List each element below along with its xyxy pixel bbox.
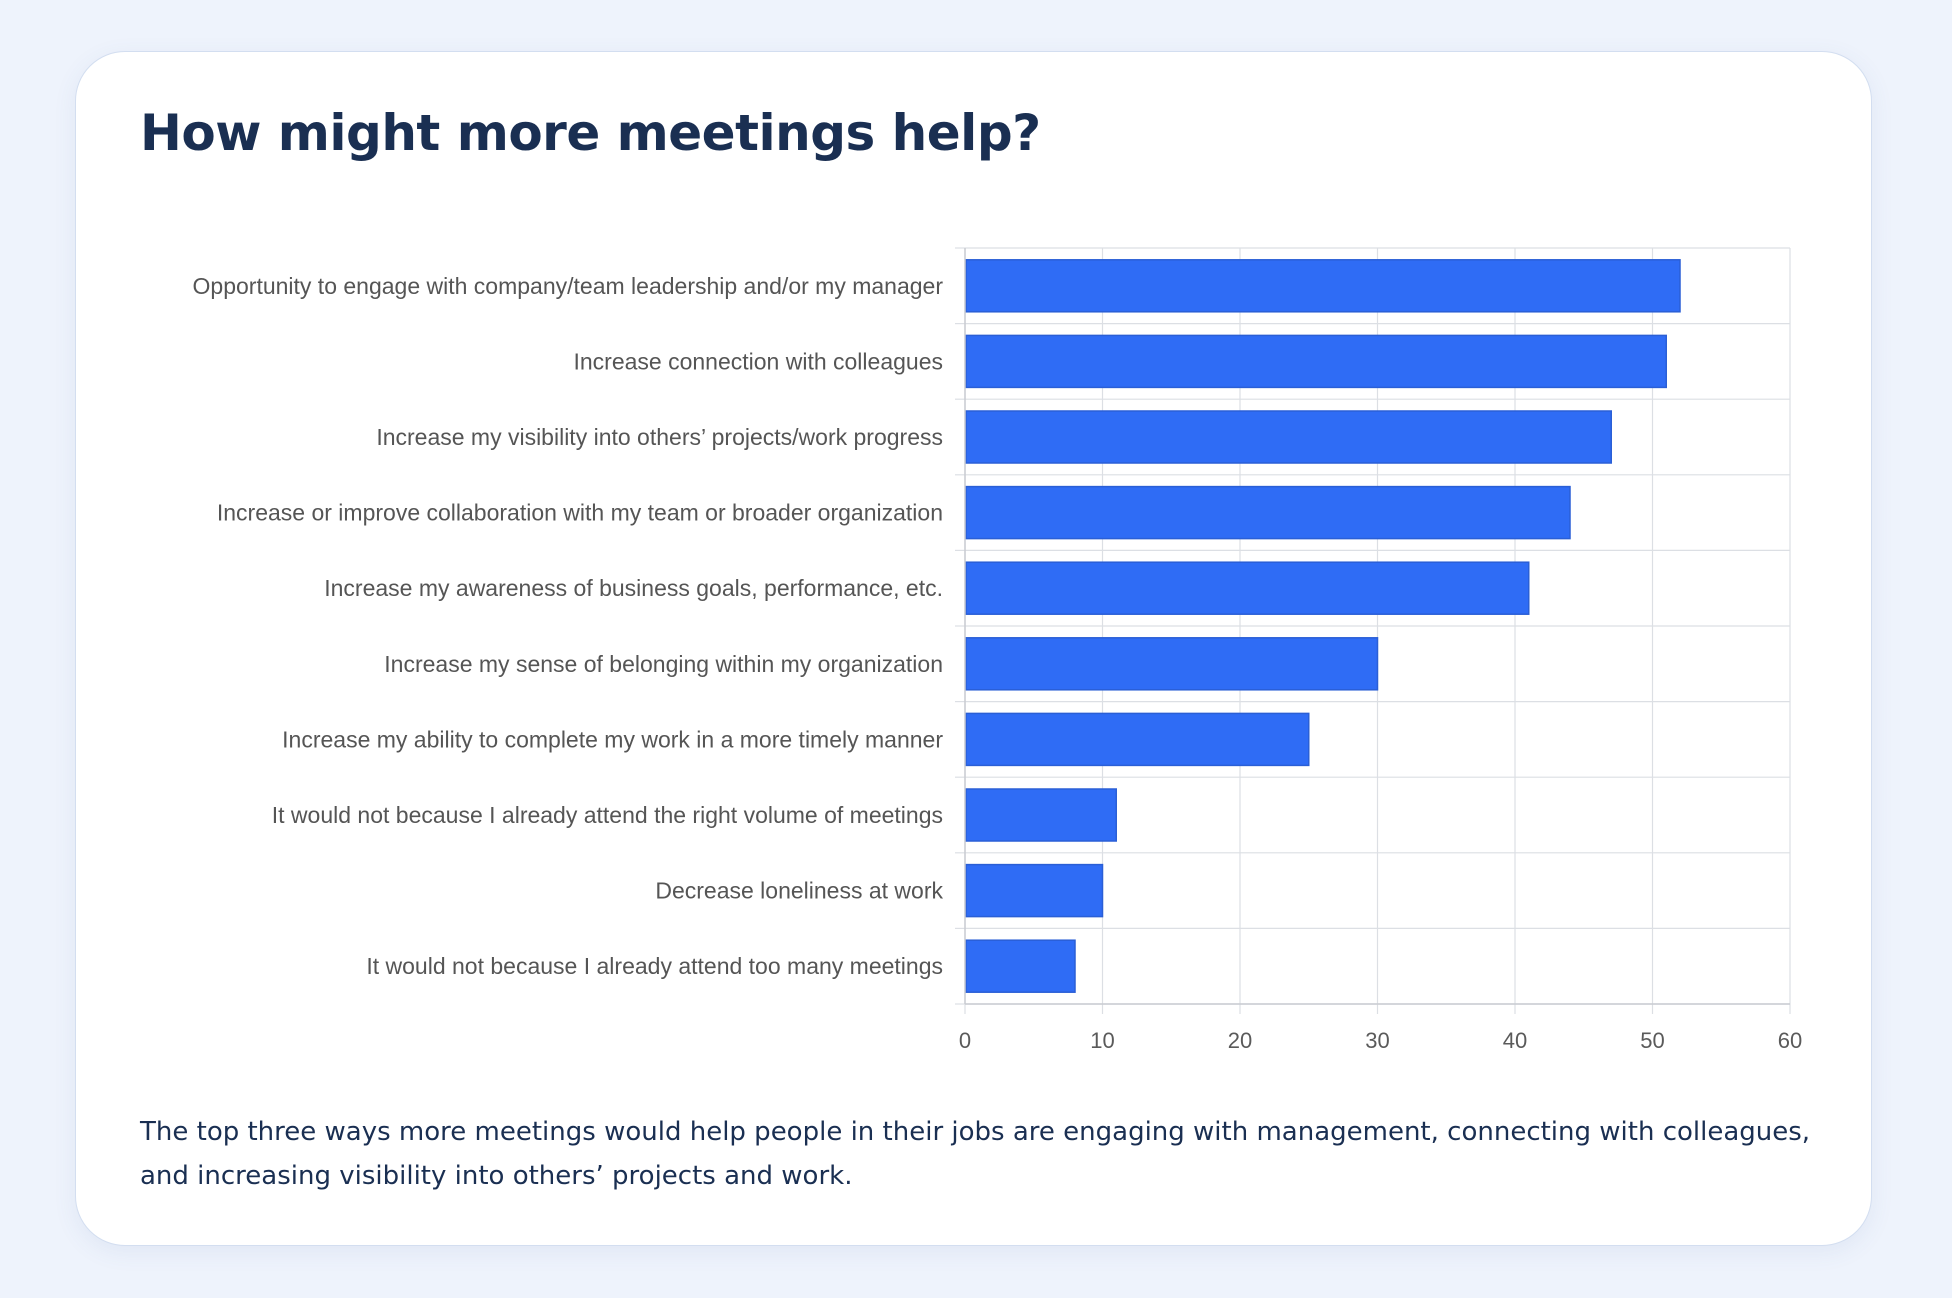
category-label: Opportunity to engage with company/team … xyxy=(193,273,944,299)
x-tick-label: 40 xyxy=(1503,1028,1527,1053)
x-tick-label: 20 xyxy=(1228,1028,1252,1053)
chart-caption: The top three ways more meetings would h… xyxy=(140,1117,1811,1191)
bar xyxy=(965,561,1530,615)
category-label: It would not because I already attend th… xyxy=(272,802,943,828)
x-tick-label: 10 xyxy=(1090,1028,1114,1053)
bar-chart: Opportunity to engage with company/team … xyxy=(193,247,1802,1053)
category-label: Increase connection with colleagues xyxy=(573,348,943,374)
category-label: Increase my awareness of business goals,… xyxy=(324,575,943,601)
chart-bars xyxy=(965,259,1681,993)
category-label: Decrease loneliness at work xyxy=(655,878,943,904)
x-tick-label: 30 xyxy=(1365,1028,1389,1053)
bar xyxy=(965,863,1104,918)
category-label: Increase my ability to complete my work … xyxy=(282,726,943,752)
chart-card: How might more meetings help? Opportunit… xyxy=(75,51,1872,1246)
category-label: Increase my visibility into others’ proj… xyxy=(376,424,943,450)
bar xyxy=(965,410,1612,464)
chart-category-labels: Opportunity to engage with company/team … xyxy=(193,273,944,979)
x-tick-label: 50 xyxy=(1640,1028,1664,1053)
bar xyxy=(965,485,1571,540)
bar xyxy=(965,334,1667,389)
bar xyxy=(965,637,1379,691)
chart-axes xyxy=(955,247,1791,1014)
bar xyxy=(965,712,1310,767)
bar xyxy=(965,788,1117,842)
category-label: Increase or improve collaboration with m… xyxy=(217,500,943,526)
x-tick-label: 0 xyxy=(959,1028,971,1053)
page-title: How might more meetings help? xyxy=(140,104,1041,162)
category-label: It would not because I already attend to… xyxy=(366,953,943,979)
bar xyxy=(965,939,1076,993)
category-label: Increase my sense of belonging within my… xyxy=(384,651,943,677)
chart-tick-labels: 0 10 20 30 40 50 60 xyxy=(959,1028,1802,1053)
x-tick-label: 60 xyxy=(1778,1028,1802,1053)
bar xyxy=(965,259,1681,313)
